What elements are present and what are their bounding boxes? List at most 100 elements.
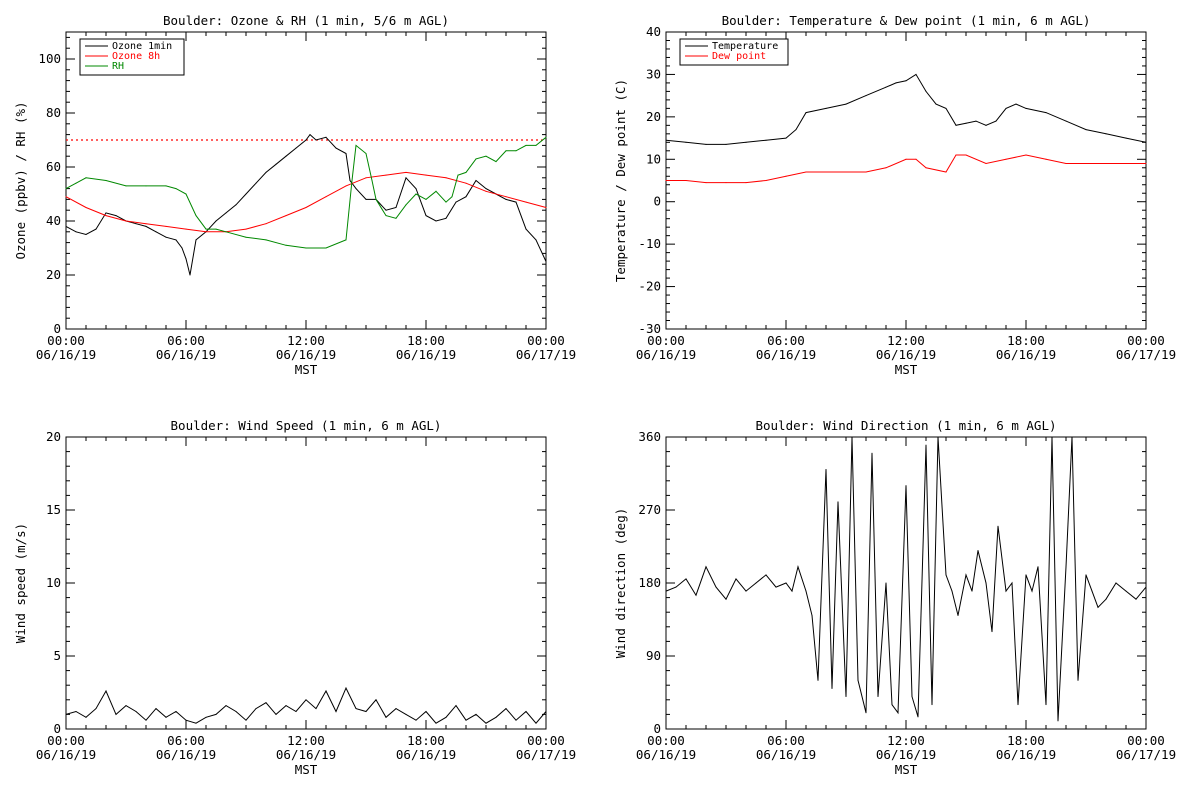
data-point [445, 217, 447, 219]
chart-title: Boulder: Temperature & Dew point (1 min,… [722, 13, 1091, 28]
data-point [425, 710, 427, 712]
data-point [165, 236, 167, 238]
data-point [395, 708, 397, 710]
y-tick-label: 0 [653, 194, 661, 209]
data-point [705, 566, 707, 568]
data-point [405, 204, 407, 206]
y-tick-label: 0 [53, 721, 61, 736]
data-point [385, 716, 387, 718]
data-point [185, 258, 187, 260]
data-point [455, 705, 457, 707]
data-point [825, 107, 827, 109]
data-point [415, 719, 417, 721]
data-point [1085, 574, 1087, 576]
data-point [725, 182, 727, 184]
data-point [905, 80, 907, 82]
series-line-3 [65, 136, 547, 249]
x-tick-date-label: 06/16/19 [756, 747, 816, 762]
data-point [345, 239, 347, 241]
data-point [105, 215, 107, 217]
data-point [325, 136, 327, 138]
data-point [415, 193, 417, 195]
data-point [505, 150, 507, 152]
data-point [365, 177, 367, 179]
data-point [845, 696, 847, 698]
data-point [295, 710, 297, 712]
data-point [335, 147, 337, 149]
x-tick-date-label: 06/16/19 [36, 347, 96, 362]
y-tick-label: 15 [46, 502, 61, 517]
data-point [475, 713, 477, 715]
data-point [135, 223, 137, 225]
data-point [115, 215, 117, 217]
y-tick-label: -20 [638, 279, 661, 294]
data-point [295, 147, 297, 149]
data-point [1105, 163, 1107, 165]
data-point [1065, 163, 1067, 165]
data-point [75, 182, 77, 184]
data-point [775, 586, 777, 588]
data-point [75, 710, 77, 712]
data-point [1037, 566, 1039, 568]
data-point [805, 590, 807, 592]
legend-label: Dew point [712, 51, 766, 62]
data-point [937, 436, 939, 438]
data-point [745, 590, 747, 592]
data-point [355, 188, 357, 190]
data-point [665, 139, 667, 141]
series-line-2 [65, 171, 547, 233]
data-point [405, 713, 407, 715]
data-point [811, 614, 813, 616]
y-tick-label: 180 [638, 575, 661, 590]
data-point [345, 687, 347, 689]
data-point [935, 103, 937, 105]
data-point [535, 722, 537, 724]
data-point [205, 228, 207, 230]
series-line-1 [65, 686, 547, 724]
data-point [965, 154, 967, 156]
y-tick-label: 10 [46, 575, 61, 590]
data-point [185, 193, 187, 195]
data-point [195, 722, 197, 724]
data-point [1015, 103, 1017, 105]
data-point [345, 153, 347, 154]
data-point [475, 180, 477, 181]
x-tick-time-label: 06:00 [167, 733, 205, 748]
data-point [445, 716, 447, 718]
data-point [1045, 704, 1047, 706]
y-tick-label: 20 [46, 429, 61, 444]
data-point [1031, 590, 1033, 592]
x-tick-date-label: 06/16/19 [396, 747, 456, 762]
data-point [405, 171, 407, 173]
data-point [85, 234, 87, 235]
y-tick-label: 60 [46, 159, 61, 174]
data-point [125, 185, 127, 187]
data-point [425, 215, 427, 217]
data-point [465, 719, 467, 721]
data-point [545, 207, 547, 208]
x-tick-time-label: 00:00 [47, 733, 85, 748]
data-point [395, 207, 397, 208]
data-point [75, 231, 77, 233]
data-point [235, 710, 237, 712]
data-point [797, 566, 799, 568]
data-point [1085, 163, 1087, 165]
data-point [95, 708, 97, 710]
y-tick-label: 30 [646, 66, 661, 81]
y-tick-label: 100 [38, 51, 61, 66]
data-point [265, 702, 267, 704]
x-tick-time-label: 00:00 [527, 333, 565, 348]
plot-frame [65, 436, 547, 730]
legend-label: Ozone 8h [112, 51, 160, 62]
y-axis-label: Wind direction (deg) [613, 508, 628, 659]
data-point [1045, 158, 1047, 160]
data-point [545, 136, 547, 138]
x-axis-label: MST [895, 362, 918, 377]
data-point [395, 217, 397, 219]
data-point [1071, 436, 1073, 438]
data-point [265, 239, 267, 241]
data-point [351, 180, 353, 181]
data-point [505, 708, 507, 710]
data-point [1145, 163, 1147, 165]
